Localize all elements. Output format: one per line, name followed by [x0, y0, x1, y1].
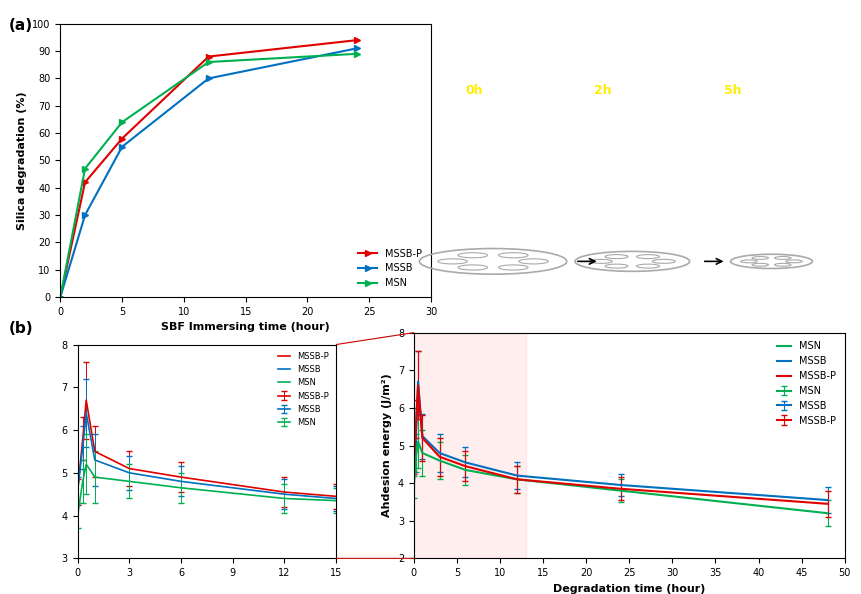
Circle shape — [774, 257, 790, 260]
Circle shape — [751, 257, 767, 260]
MSSB-P — [203, 53, 214, 60]
Circle shape — [751, 263, 767, 266]
Circle shape — [652, 260, 674, 263]
Circle shape — [518, 259, 548, 264]
Line: MSSB: MSSB — [58, 46, 359, 300]
Bar — [413, 333, 525, 558]
Y-axis label: Silica degradation (%): Silica degradation (%) — [16, 91, 27, 230]
Circle shape — [774, 263, 790, 266]
MSN — [55, 293, 65, 301]
Line: MSSB-P: MSSB-P — [58, 37, 359, 300]
Text: 5h: 5h — [723, 84, 740, 97]
MSSB-P — [117, 135, 127, 142]
Text: (a): (a) — [9, 18, 33, 33]
Circle shape — [437, 259, 467, 264]
Circle shape — [635, 255, 659, 258]
X-axis label: Degradation time (hour): Degradation time (hour) — [553, 584, 704, 593]
MSSB — [203, 75, 214, 82]
Legend: MSSB-P, MSSB, MSN: MSSB-P, MSSB, MSN — [354, 245, 425, 292]
MSN — [203, 58, 214, 65]
Text: 0h: 0h — [465, 84, 482, 97]
Text: (b): (b) — [9, 321, 34, 336]
MSSB — [117, 143, 127, 150]
Circle shape — [740, 260, 756, 263]
MSSB — [80, 211, 90, 219]
MSSB — [351, 45, 362, 52]
Circle shape — [457, 252, 487, 258]
Circle shape — [498, 265, 528, 270]
Circle shape — [457, 265, 487, 270]
Circle shape — [604, 255, 628, 258]
MSSB-P — [351, 37, 362, 44]
Legend: MSN, MSSB, MSSB-P, MSN, MSSB, MSSB-P: MSN, MSSB, MSSB-P, MSN, MSSB, MSSB-P — [771, 337, 839, 429]
Text: 2h: 2h — [594, 84, 611, 97]
Circle shape — [589, 260, 611, 263]
Circle shape — [785, 260, 802, 263]
MSN — [80, 165, 90, 172]
MSSB — [55, 293, 65, 301]
Line: MSN: MSN — [58, 51, 359, 300]
MSSB-P — [55, 293, 65, 301]
Y-axis label: Ahdesion energy (J/m²): Ahdesion energy (J/m²) — [381, 374, 392, 517]
Text: 200 nm: 200 nm — [659, 254, 691, 263]
Circle shape — [604, 264, 628, 268]
Text: 200 nm: 200 nm — [788, 254, 820, 263]
MSSB-P — [80, 179, 90, 186]
Text: 200 nm: 200 nm — [530, 254, 561, 263]
Text: 10μm: 10μm — [790, 148, 814, 157]
Circle shape — [498, 252, 528, 258]
MSN — [117, 119, 127, 126]
X-axis label: SBF Immersing time (hour): SBF Immersing time (hour) — [161, 323, 330, 332]
Text: 10μm: 10μm — [660, 148, 684, 157]
Text: 10μm: 10μm — [531, 148, 555, 157]
Legend: MSSB-P, MSSB, MSN, MSSB-P, MSSB, MSN: MSSB-P, MSSB, MSN, MSSB-P, MSSB, MSN — [274, 349, 331, 430]
Circle shape — [635, 264, 659, 268]
MSN — [351, 50, 362, 58]
